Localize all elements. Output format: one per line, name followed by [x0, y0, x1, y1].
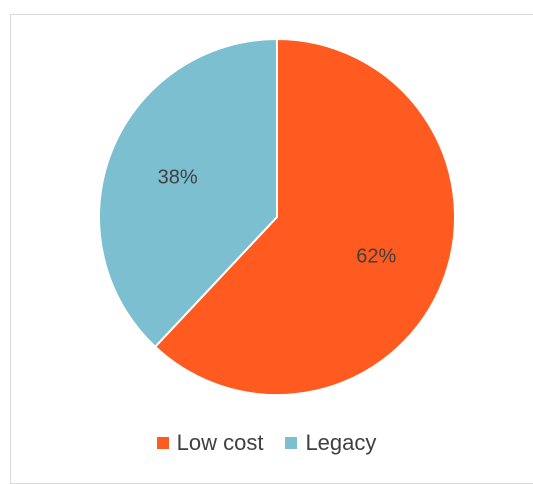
legend-swatch-low-cost [156, 437, 169, 449]
legend-swatch-legacy [285, 437, 298, 449]
data-label-low-cost: 62% [356, 245, 396, 267]
legend-label-low-cost: Low cost [176, 430, 264, 455]
pie-slice-low-cost [153, 37, 456, 396]
legend-item-legacy: Legacy [285, 430, 376, 456]
legend-item-low-cost: Low cost [156, 430, 264, 456]
legend: Low cost Legacy [0, 428, 533, 458]
legend-label-legacy: Legacy [305, 430, 377, 455]
pie-chart: 62% 38% [98, 37, 456, 396]
pie-slice-legacy [98, 37, 278, 349]
data-label-legacy: 38% [158, 167, 198, 189]
